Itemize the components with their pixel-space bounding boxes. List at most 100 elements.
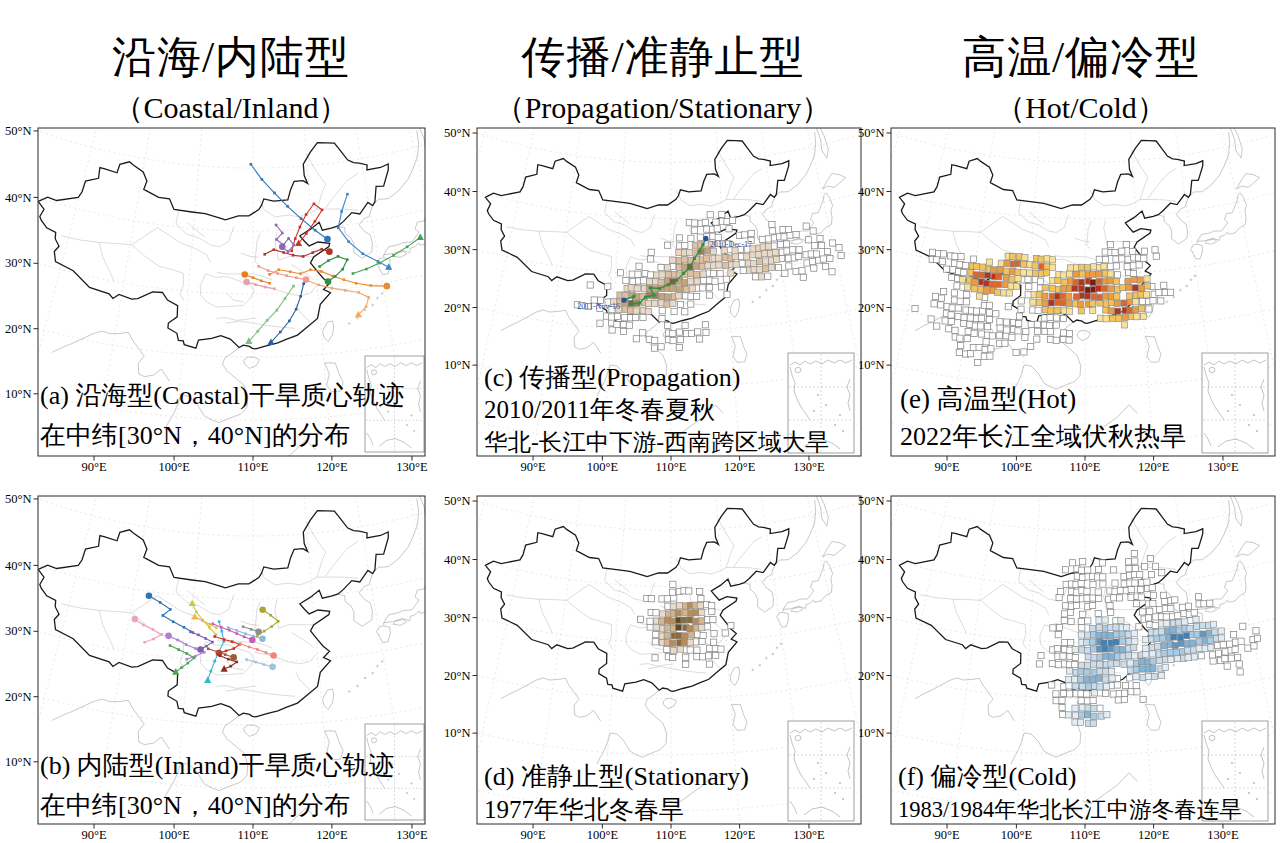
caption-e-line-1: (e) 高温型(Hot) [900,380,1186,418]
open-squares [574,211,844,351]
date-label: 2011-Nov-16 [577,302,620,311]
lon-label: 100°E [158,460,190,474]
trajectories [132,592,280,682]
lon-label: 130°E [1207,828,1239,842]
lon-label: 90°E [81,828,106,842]
lat-label: 50°N [858,494,885,508]
caption-f: (f) 偏冷型(Cold)1983/1984年华北长江中游冬春连旱 [898,760,1242,826]
lat-label: 20°N [5,690,32,704]
caption-e: (e) 高温型(Hot)2022年长江全域伏秋热旱 [900,380,1186,456]
data-layer-f [1036,551,1260,727]
lat-label: 20°N [5,322,32,336]
lon-label: 110°E [238,460,269,474]
lat-label: 50°N [858,126,885,140]
lat-label: 20°N [858,301,885,315]
panel-a: 10°N20°N30°N40°N50°N90°E100°E110°E120°E1… [38,128,425,456]
column-title-3-zh: 高温/偏冷型 [781,28,1280,87]
lon-label: 100°E [158,828,190,842]
lat-label: 10°N [5,387,32,401]
lat-label: 30°N [5,256,32,270]
lat-label: 10°N [444,358,471,372]
lon-label: 100°E [587,460,619,474]
figure-root: 沿海/内陆型 （Coastal/Inland） 传播/准静止型 （Propaga… [0,0,1280,843]
caption-f-line-2: 1983/1984年华北长江中游冬春连旱 [898,793,1242,826]
lon-label: 120°E [316,828,348,842]
panel-e: 10°N20°N30°N40°N50°N90°E100°E110°E120°E1… [891,128,1275,456]
lon-label: 130°E [396,828,428,842]
filled-squares [653,602,705,654]
caption-c: (c) 传播型(Propagation)2010/2011年冬春夏秋华北-长江中… [484,362,829,458]
panel-f: 10°N20°N30°N40°N50°N90°E100°E110°E120°E1… [891,496,1275,824]
lat-label: 20°N [858,669,885,683]
date-label: 2010-Dec-17 [710,240,752,249]
trajectories [241,163,423,345]
lat-label: 50°N [444,126,471,140]
china-outline [38,511,388,717]
lon-label: 120°E [1138,460,1170,474]
south-china-sea-inset [1202,353,1268,453]
panel-d: 10°N20°N30°N40°N50°N90°E100°E110°E120°E1… [477,496,861,824]
column-title-3: 高温/偏冷型 （Hot/Cold） [781,28,1280,129]
panel-b: 10°N20°N30°N40°N50°N90°E100°E110°E120°E1… [38,496,425,824]
lon-label: 100°E [1001,460,1033,474]
data-layer-d [637,581,734,667]
lon-label: 100°E [587,828,619,842]
lon-label: 120°E [724,460,756,474]
lat-label: 30°N [444,243,471,257]
lon-label: 110°E [238,828,269,842]
lat-label: 30°N [858,243,885,257]
lon-label: 110°E [656,828,687,842]
caption-d-line-2: 1977年华北冬春旱 [484,793,749,826]
data-layer-a [241,163,423,345]
lat-label: 40°N [858,553,885,567]
caption-d-line-1: (d) 准静止型(Stationary) [484,760,749,793]
lat-label: 50°N [5,124,32,138]
south-china-sea-inset [788,721,854,821]
lon-label: 130°E [793,828,825,842]
lat-label: 30°N [5,624,32,638]
filled-squares [1065,616,1224,726]
data-layer-c: 2011-Nov-16 2010-Dec-17 [574,211,844,351]
caption-d: (d) 准静止型(Stationary)1977年华北冬春旱 [484,760,749,826]
lat-label: 20°N [444,669,471,683]
caption-e-line-2: 2022年长江全域伏秋热旱 [900,418,1186,456]
lon-label: 130°E [1207,460,1239,474]
lat-label: 30°N [858,611,885,625]
lat-label: 10°N [858,358,885,372]
lon-label: 90°E [934,828,959,842]
data-layer-b [132,592,280,682]
lat-label: 40°N [5,559,32,573]
lon-label: 90°E [520,460,545,474]
data-layer-e [912,242,1174,366]
caption-b-line-2: 在中纬[30°N，40°N]的分布 [40,786,395,826]
caption-c-line-3: 华北-长江中下游-西南跨区域大旱 [484,426,829,458]
caption-f-line-1: (f) 偏冷型(Cold) [898,760,1242,793]
lat-label: 50°N [5,492,32,506]
caption-a-line-2: 在中纬[30°N，40°N]的分布 [40,416,405,456]
lon-label: 110°E [1070,828,1101,842]
caption-b: (b) 内陆型(Inland)干旱质心轨迹在中纬[30°N，40°N]的分布 [40,746,395,826]
lat-label: 20°N [444,301,471,315]
lon-label: 130°E [793,460,825,474]
lon-label: 90°E [81,460,106,474]
lat-label: 10°N [5,755,32,769]
caption-a: (a) 沿海型(Coastal)干旱质心轨迹在中纬[30°N，40°N]的分布 [40,376,405,456]
lon-label: 130°E [396,460,428,474]
panel-c: 2011-Nov-162010-Dec-1710°N20°N30°N40°N50… [477,128,861,456]
lat-label: 10°N [858,726,885,740]
caption-a-line-1: (a) 沿海型(Coastal)干旱质心轨迹 [40,376,405,416]
caption-c-line-1: (c) 传播型(Propagation) [484,362,829,394]
lon-label: 120°E [1138,828,1170,842]
lat-label: 10°N [444,726,471,740]
lon-label: 110°E [656,460,687,474]
caption-c-line-2: 2010/2011年冬春夏秋 [484,394,829,426]
lat-label: 40°N [444,553,471,567]
column-title-3-en: （Hot/Cold） [781,88,1280,129]
lon-label: 90°E [934,460,959,474]
lon-label: 110°E [1070,460,1101,474]
lon-label: 120°E [316,460,348,474]
lon-label: 120°E [724,828,756,842]
china-outline [485,508,788,691]
caption-b-line-1: (b) 内陆型(Inland)干旱质心轨迹 [40,746,395,786]
lat-label: 50°N [444,494,471,508]
